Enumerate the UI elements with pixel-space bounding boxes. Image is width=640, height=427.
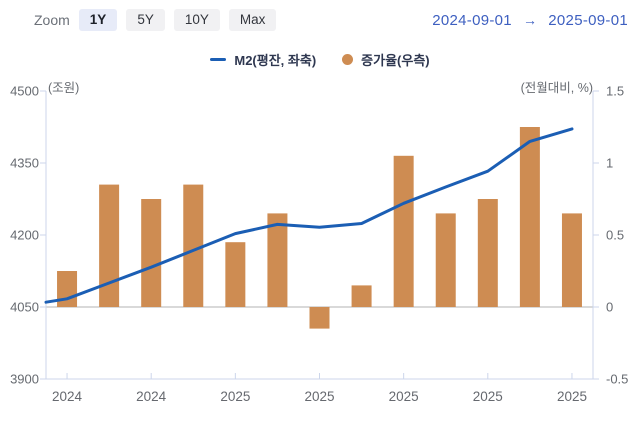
growth-rate-bar[interactable]: [435, 213, 456, 307]
x-axis-tick-label: 2024: [136, 389, 167, 404]
zoom-caption: Zoom: [34, 12, 70, 28]
zoom-button-5y[interactable]: 5Y: [126, 8, 165, 32]
right-axis-tick-label: 1.5: [606, 84, 624, 99]
growth-rate-bar[interactable]: [309, 307, 330, 329]
chart-legend: M2(평잔, 좌축) 증가율(우측): [0, 48, 640, 70]
growth-rate-bar[interactable]: [393, 155, 414, 307]
left-axis-tick-label: 4200: [10, 228, 39, 243]
growth-rate-bar[interactable]: [267, 213, 288, 307]
growth-rate-bar[interactable]: [351, 285, 372, 307]
growth-rate-bar[interactable]: [519, 127, 540, 307]
left-axis-tick-label: 4500: [10, 84, 39, 99]
date-from-input[interactable]: 2024-09-01: [432, 11, 512, 29]
right-axis-tick-label: 0: [606, 300, 613, 315]
x-axis-tick-label: 2025: [304, 389, 334, 404]
left-axis-tick-label: 3900: [10, 372, 39, 387]
growth-rate-bar[interactable]: [225, 242, 246, 307]
zoom-button-max[interactable]: Max: [228, 8, 277, 32]
zoom-button-10y[interactable]: 10Y: [173, 8, 220, 32]
right-axis-tick-label: 0.5: [606, 228, 624, 243]
zoom-range-selector: Zoom 1Y 5Y 10Y Max: [34, 8, 277, 32]
left-axis-tick-label: 4350: [10, 156, 39, 171]
x-axis-tick-label: 2025: [389, 389, 419, 404]
growth-rate-bar[interactable]: [183, 184, 204, 307]
x-axis-tick-label: 2025: [557, 389, 587, 404]
left-axis-tick-label: 4050: [10, 300, 39, 315]
growth-rate-bar[interactable]: [561, 213, 582, 307]
chart-toolbar: Zoom 1Y 5Y 10Y Max 2024-09-01 → 2025-09-…: [0, 0, 640, 40]
right-axis-tick-label: 1: [606, 156, 613, 171]
left-axis-title: (조원): [48, 81, 79, 95]
date-range: 2024-09-01 → 2025-09-01: [432, 12, 630, 29]
legend-label-m2: M2(평잔, 좌축): [234, 52, 317, 68]
date-range-arrow-icon: →: [522, 12, 538, 28]
zoom-button-1y[interactable]: 1Y: [78, 8, 118, 32]
growth-rate-bar[interactable]: [99, 184, 120, 307]
growth-rate-bar[interactable]: [57, 271, 78, 307]
date-to-input[interactable]: 2025-09-01: [548, 11, 628, 29]
growth-rate-bar[interactable]: [477, 199, 498, 307]
right-axis-tick-label: -0.5: [606, 372, 628, 387]
x-axis-tick-label: 2024: [52, 389, 83, 404]
x-axis-tick-label: 2025: [220, 389, 250, 404]
legend-item-m2[interactable]: M2(평잔, 좌축): [210, 50, 316, 69]
right-axis-title: (전월대비, %): [521, 81, 593, 95]
line-swatch-icon: [210, 57, 227, 61]
x-axis-tick-label: 2025: [473, 389, 503, 404]
m2-line-series[interactable]: [44, 127, 574, 304]
growth-rate-bar[interactable]: [141, 199, 162, 307]
circle-swatch-icon: [342, 53, 354, 65]
legend-item-growth[interactable]: 증가율(우측): [342, 50, 430, 69]
legend-label-growth: 증가율(우측): [361, 52, 430, 68]
